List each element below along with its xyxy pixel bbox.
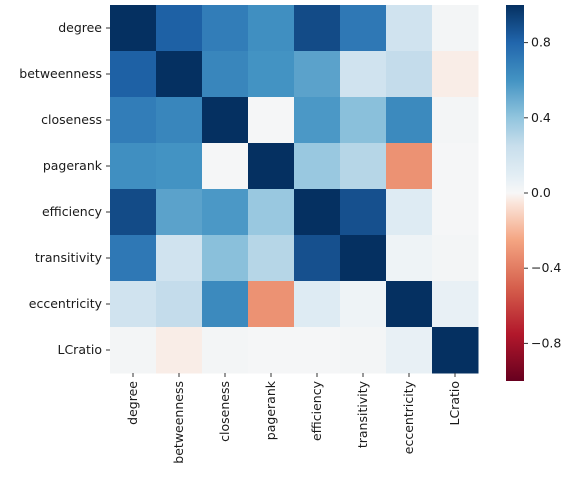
heatmap-cell-betweenness-degree xyxy=(110,51,157,98)
heatmap-cell-eccentricity-pagerank xyxy=(248,281,295,328)
heatmap-cell-eccentricity-betweenness xyxy=(156,281,203,328)
heatmap-cell-degree-transitivity xyxy=(340,5,387,52)
heatmap-cell-closeness-eccentricity xyxy=(386,97,433,144)
heatmap-cell-LCratio-pagerank xyxy=(248,327,295,374)
heatmap-cell-eccentricity-efficiency xyxy=(294,281,341,328)
heatmap-cell-efficiency-transitivity xyxy=(340,189,387,236)
colorbar-tick-label: −0.8 xyxy=(531,335,561,350)
heatmap-cell-eccentricity-LCratio xyxy=(432,281,479,328)
heatmap-cell-closeness-betweenness xyxy=(156,97,203,144)
y-tick-label: LCratio xyxy=(57,342,102,357)
heatmap-cell-betweenness-pagerank xyxy=(248,51,295,98)
heatmap-cell-efficiency-LCratio xyxy=(432,189,479,236)
heatmap-cell-LCratio-transitivity xyxy=(340,327,387,374)
x-tick-label: eccentricity xyxy=(401,380,416,454)
heatmap-cell-eccentricity-closeness xyxy=(202,281,249,328)
heatmap-cell-efficiency-efficiency xyxy=(294,189,341,236)
heatmap-cell-closeness-efficiency xyxy=(294,97,341,144)
y-tick-label: efficiency xyxy=(42,204,103,219)
heatmap-cell-closeness-LCratio xyxy=(432,97,479,144)
heatmap-cell-pagerank-closeness xyxy=(202,143,249,190)
heatmap-cell-LCratio-degree xyxy=(110,327,157,374)
heatmap-cell-efficiency-betweenness xyxy=(156,189,203,236)
heatmap-cell-pagerank-eccentricity xyxy=(386,143,433,190)
heatmap-cell-betweenness-eccentricity xyxy=(386,51,433,98)
heatmap-cell-efficiency-pagerank xyxy=(248,189,295,236)
heatmap-cell-transitivity-efficiency xyxy=(294,235,341,282)
heatmap-cell-pagerank-transitivity xyxy=(340,143,387,190)
heatmap-cell-transitivity-closeness xyxy=(202,235,249,282)
y-tick-label: closeness xyxy=(41,112,102,127)
x-tick-label: transitivity xyxy=(355,380,370,448)
x-tick-label: efficiency xyxy=(309,380,324,441)
x-tick-label: betweenness xyxy=(171,381,186,464)
heatmap-cell-betweenness-efficiency xyxy=(294,51,341,98)
heatmap-cell-degree-degree xyxy=(110,5,157,52)
heatmap-cell-efficiency-degree xyxy=(110,189,157,236)
heatmap-cell-pagerank-LCratio xyxy=(432,143,479,190)
heatmap-cell-betweenness-LCratio xyxy=(432,51,479,98)
heatmap-cell-LCratio-efficiency xyxy=(294,327,341,374)
heatmap-cell-efficiency-closeness xyxy=(202,189,249,236)
heatmap-cell-closeness-transitivity xyxy=(340,97,387,144)
heatmap-cell-LCratio-betweenness xyxy=(156,327,203,374)
heatmap-cell-LCratio-eccentricity xyxy=(386,327,433,374)
heatmap-cell-transitivity-eccentricity xyxy=(386,235,433,282)
heatmap-cell-transitivity-LCratio xyxy=(432,235,479,282)
heatmap-cell-betweenness-closeness xyxy=(202,51,249,98)
x-tick-label: closeness xyxy=(217,381,232,442)
heatmap-cell-degree-betweenness xyxy=(156,5,203,52)
heatmap-cell-transitivity-degree xyxy=(110,235,157,282)
y-tick-label: transitivity xyxy=(35,250,103,265)
heatmap-cell-eccentricity-eccentricity xyxy=(386,281,433,328)
heatmap-cell-eccentricity-degree xyxy=(110,281,157,328)
heatmap-cell-betweenness-betweenness xyxy=(156,51,203,98)
y-tick-label: degree xyxy=(58,20,102,35)
x-tick-label: degree xyxy=(125,381,140,425)
heatmap-cell-pagerank-efficiency xyxy=(294,143,341,190)
colorbar xyxy=(506,5,524,381)
heatmap-cell-closeness-pagerank xyxy=(248,97,295,144)
y-tick-label: betweenness xyxy=(19,66,102,81)
heatmap-cell-eccentricity-transitivity xyxy=(340,281,387,328)
heatmap-cell-LCratio-LCratio xyxy=(432,327,479,374)
heatmap-cell-pagerank-betweenness xyxy=(156,143,203,190)
colorbar-tick-label: −0.4 xyxy=(531,260,561,275)
heatmap-cell-transitivity-betweenness xyxy=(156,235,203,282)
heatmap-cell-degree-pagerank xyxy=(248,5,295,52)
heatmap-cell-degree-eccentricity xyxy=(386,5,433,52)
y-tick-label: eccentricity xyxy=(29,296,103,311)
heatmap-cell-closeness-closeness xyxy=(202,97,249,144)
heatmap-cell-degree-LCratio xyxy=(432,5,479,52)
heatmap-cell-degree-efficiency xyxy=(294,5,341,52)
heatmap-cell-closeness-degree xyxy=(110,97,157,144)
heatmap-cell-transitivity-pagerank xyxy=(248,235,295,282)
colorbar-tick-label: 0.0 xyxy=(531,185,551,200)
heatmap-cell-pagerank-degree xyxy=(110,143,157,190)
heatmap-cell-efficiency-eccentricity xyxy=(386,189,433,236)
heatmap-cell-betweenness-transitivity xyxy=(340,51,387,98)
colorbar-tick-label: 0.4 xyxy=(531,110,551,125)
heatmap-cell-pagerank-pagerank xyxy=(248,143,295,190)
x-tick-label: LCratio xyxy=(447,381,462,426)
heatmap-cell-transitivity-transitivity xyxy=(340,235,387,282)
heatmap-cell-degree-closeness xyxy=(202,5,249,52)
y-tick-label: pagerank xyxy=(43,158,103,173)
colorbar-tick-label: 0.8 xyxy=(531,35,551,50)
heatmap-cell-LCratio-closeness xyxy=(202,327,249,374)
x-tick-label: pagerank xyxy=(263,380,278,440)
